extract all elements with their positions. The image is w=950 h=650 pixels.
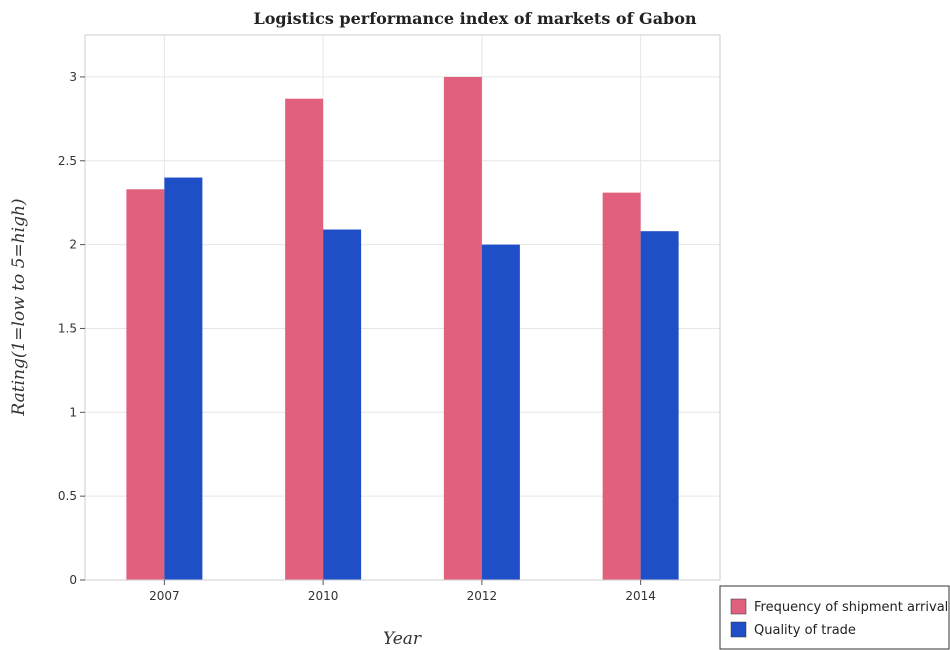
bar-frequency-2010 [285, 98, 324, 580]
x-tick-label: 2007 [149, 589, 180, 603]
bar-quality-2014 [640, 231, 679, 580]
bar-frequency-2014 [602, 192, 641, 580]
legend-swatch-frequency [730, 598, 747, 615]
y-tick-label: 0 [69, 573, 77, 587]
bars [126, 76, 679, 581]
legend-label-frequency: Frequency of shipment arrival [754, 600, 948, 615]
y-tick-label: 3 [69, 70, 77, 84]
bar-frequency-2012 [443, 76, 482, 580]
x-ticks: 2007 2010 2012 2014 [149, 580, 656, 603]
plot-frame [84, 34, 721, 581]
chart-title: Logistics performance index of markets o… [253, 9, 696, 28]
y-axis-label: Rating(1=low to 5=high) [9, 198, 29, 416]
y-tick-label: 2.5 [58, 154, 77, 168]
legend: Frequency of shipment arrival Quality of… [719, 585, 950, 650]
bar-frequency-2007 [126, 189, 165, 580]
x-tick-label: 2014 [625, 589, 656, 603]
bar-quality-2012 [481, 244, 520, 580]
x-axis-label: Year [383, 629, 422, 649]
x-tick-label: 2012 [467, 589, 498, 603]
y-tick-label: 0.5 [58, 489, 77, 503]
y-tick-label: 1 [69, 405, 77, 419]
legend-label-quality: Quality of trade [754, 623, 856, 638]
y-tick-label: 2 [69, 238, 77, 252]
bar-quality-2010 [323, 229, 362, 580]
y-tick-label: 1.5 [58, 321, 77, 335]
y-ticks: 0 0.5 1 1.5 2 2.5 3 [58, 70, 85, 587]
legend-swatch-quality [730, 621, 747, 638]
bar-quality-2007 [164, 177, 203, 581]
legend-box [719, 585, 950, 650]
x-tick-label: 2010 [308, 589, 339, 603]
